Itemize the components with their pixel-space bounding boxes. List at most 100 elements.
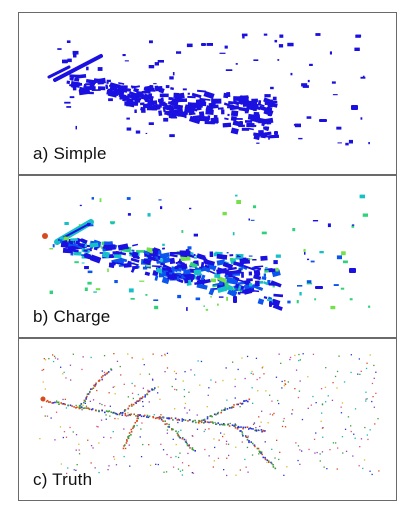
truth-hit: [131, 357, 133, 359]
truth-hit: [159, 416, 161, 418]
truth-hit: [192, 449, 195, 451]
truth-hit: [125, 415, 128, 417]
hit-fragment: [235, 194, 238, 197]
truth-hit: [203, 422, 205, 424]
truth-hit: [140, 428, 142, 430]
truth-hit: [170, 417, 173, 419]
hit-fragment: [126, 117, 130, 120]
hit-fragment: [132, 101, 137, 106]
hit-fragment: [297, 285, 303, 287]
hit-blob: [188, 105, 193, 110]
truth-hit: [307, 376, 309, 378]
hit-blob: [233, 100, 243, 105]
hit-fragment: [126, 127, 132, 131]
hit-blob: [143, 87, 152, 92]
truth-hit: [299, 463, 301, 465]
truth-hit: [141, 422, 143, 424]
truth-hit: [75, 449, 77, 451]
hit-blob: [80, 238, 88, 245]
truth-hit: [257, 447, 260, 450]
truth-hit: [294, 354, 296, 357]
truth-hit: [123, 445, 125, 447]
hit-fragment: [349, 298, 353, 301]
hit-blob: [112, 251, 119, 255]
truth-hit: [129, 414, 132, 417]
truth-hit: [123, 410, 126, 412]
hit-blob: [62, 247, 73, 254]
truth-hit: [223, 424, 226, 426]
truth-hit: [92, 399, 95, 401]
hit-fragment: [239, 289, 244, 291]
truth-hit: [216, 412, 219, 415]
truth-hit: [365, 398, 367, 400]
truth-hit: [350, 354, 352, 356]
hit-fragment: [229, 257, 234, 261]
hit-fragment: [314, 298, 317, 301]
truth-hit: [172, 466, 175, 468]
hit-blob: [228, 101, 234, 105]
hit-fragment: [218, 296, 224, 298]
hit-fragment: [362, 213, 368, 217]
hit-blob: [187, 92, 190, 95]
truth-hit: [231, 424, 234, 426]
truth-hit: [42, 368, 45, 371]
hit-blob: [217, 107, 224, 110]
truth-hit: [266, 461, 268, 463]
truth-hit: [350, 430, 352, 433]
truth-hit: [86, 395, 88, 398]
truth-hit: [90, 462, 92, 464]
truth-hit: [103, 355, 106, 357]
truth-hit: [127, 437, 130, 440]
truth-hit: [255, 430, 258, 432]
truth-hit: [223, 409, 226, 411]
truth-hit: [372, 396, 374, 398]
hit-blob: [143, 250, 151, 256]
hit-blob: [244, 102, 249, 106]
hit-fragment: [114, 280, 118, 284]
truth-hit: [85, 398, 87, 400]
truth-hit: [94, 385, 96, 388]
truth-hit: [229, 407, 231, 409]
truth-hit: [259, 425, 261, 428]
hit-fragment: [268, 137, 270, 140]
truth-hit: [187, 420, 189, 422]
truth-hit: [365, 391, 367, 393]
hit-fragment: [362, 75, 365, 78]
truth-hit: [162, 449, 165, 451]
hit-blob: [230, 127, 239, 135]
hit-blob: [230, 116, 237, 122]
hit-blob: [263, 281, 269, 286]
hit-blob: [255, 98, 258, 102]
truth-hit: [133, 413, 135, 416]
truth-hit: [215, 413, 217, 416]
truth-hit: [242, 426, 245, 429]
truth-hit: [125, 442, 128, 444]
truth-hit: [206, 417, 209, 420]
truth-hit: [264, 456, 266, 459]
truth-hit: [246, 355, 249, 358]
hit-blob: [246, 122, 255, 128]
truth-hit: [221, 423, 223, 426]
hit-fragment: [128, 288, 134, 293]
truth-hit: [315, 402, 317, 404]
truth-hit: [142, 396, 144, 398]
hit-fragment: [141, 109, 146, 113]
truth-hit: [340, 406, 342, 408]
truth-hit: [105, 418, 107, 420]
truth-hit: [253, 444, 256, 446]
truth-hit: [203, 419, 206, 422]
truth-hit: [123, 428, 125, 430]
truth-hit: [225, 367, 227, 369]
hit-blob: [130, 257, 140, 263]
truth-hit: [176, 389, 178, 391]
truth-hit: [78, 407, 81, 410]
truth-hit: [80, 403, 83, 405]
truth-hit: [183, 389, 185, 391]
hit-fragment: [158, 199, 162, 201]
hit-blob: [268, 283, 280, 286]
hit-blob: [207, 104, 219, 110]
truth-hit: [91, 408, 94, 410]
truth-hit: [245, 436, 248, 438]
truth-hit: [98, 379, 101, 381]
truth-hit: [166, 367, 169, 369]
